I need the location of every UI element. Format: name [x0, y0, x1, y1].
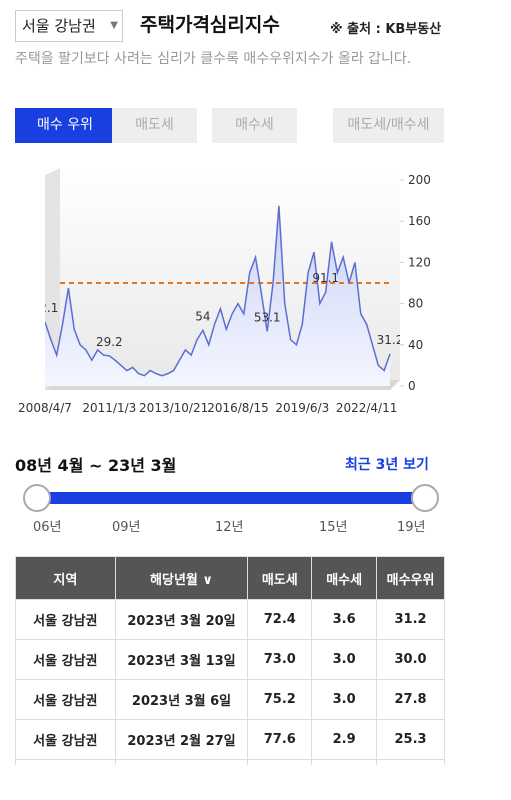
- x-tick-label: 2013/10/21: [139, 401, 208, 415]
- column-header: 매도세: [247, 556, 313, 600]
- table-cell: 27.8: [376, 679, 445, 720]
- slider-knob[interactable]: [23, 484, 51, 512]
- table-row: 서울 강남권 2023년 3월 13일 73.0 3.0 30.0: [15, 639, 445, 680]
- y-tick-label: 120: [408, 255, 431, 269]
- column-header[interactable]: 해당년월 ∨: [114, 556, 249, 600]
- table-cell: 3.0: [311, 679, 378, 720]
- table-cell: 77.6: [247, 719, 313, 760]
- line-area: [45, 205, 390, 386]
- slider-track: [37, 492, 425, 504]
- line: [45, 205, 391, 377]
- table-cell: [311, 759, 378, 765]
- slider-tick: 15년: [319, 520, 348, 535]
- value-label: 91.1: [312, 271, 339, 285]
- dropdown-arrow: ▼: [110, 20, 118, 31]
- tab[interactable]: 매수세: [212, 108, 297, 143]
- y-tick-label: 160: [408, 214, 431, 228]
- x-tick-label: 2016/8/15: [207, 401, 269, 415]
- column-header: 매수세: [311, 556, 378, 600]
- table-cell: 2023년 3월 20일: [114, 599, 249, 640]
- table-cell: 25.3: [376, 719, 445, 760]
- y-tick-label: 80: [408, 297, 423, 311]
- y-tick-label: 0: [408, 379, 416, 393]
- table-row: 서울 강남권 2023년 3월 20일 72.4 3.6 31.2: [15, 599, 445, 640]
- value-label: 53.1: [254, 310, 281, 324]
- table-cell: 72.4: [247, 599, 313, 640]
- table-cell: 2023년 2월 27일: [114, 719, 249, 760]
- y-tick-label: 40: [408, 338, 423, 352]
- slider-tick: 19년: [397, 520, 426, 535]
- table-cell: [114, 759, 249, 765]
- table-cell: 75.2: [247, 679, 313, 720]
- tab[interactable]: 매도세: [112, 108, 197, 143]
- x-tick-label: 2022/4/11: [336, 401, 398, 415]
- x-tick-label: 2011/1/3: [82, 401, 136, 415]
- column-header: 지역: [15, 556, 116, 600]
- value-label: 31.2: [377, 333, 404, 347]
- slider-tick: 12년: [215, 520, 244, 535]
- column-header: 매수우위: [376, 556, 445, 600]
- data-table: 지역 해당년월 ∨ 매도세 매수세 매수우위 서울 강남권 2023년 3월 20일 72.…: [15, 556, 445, 765]
- table-cell: [15, 759, 116, 765]
- table-cell: 3.6: [311, 599, 378, 640]
- x-tick-label: 2019/6/3: [275, 401, 329, 415]
- table-cell: 서울 강남권: [15, 719, 116, 760]
- table-cell: 73.0: [247, 639, 313, 680]
- source: ※ 출처 : KB부동산: [330, 22, 442, 37]
- value-label: 29.2: [96, 335, 123, 349]
- table-row: [15, 759, 445, 765]
- table-row: 서울 강남권 2023년 2월 27일 77.6 2.9 25.3: [15, 719, 445, 760]
- slider-tick: 09년: [112, 520, 141, 535]
- page-title: 주택가격심리지수: [140, 14, 280, 36]
- table-cell: [376, 759, 445, 765]
- table-cell: 31.2: [376, 599, 445, 640]
- table-cell: 2.9: [311, 719, 378, 760]
- table-cell: 2023년 3월 6일: [114, 679, 249, 720]
- recent-button[interactable]: 최근 3년 보기: [345, 457, 429, 473]
- table-cell: 서울 강남권: [15, 679, 116, 720]
- range-label: 08년 4월 ~ 23년 3월: [15, 456, 177, 475]
- table-cell: 2023년 3월 13일: [114, 639, 249, 680]
- value-label: 62.1: [32, 301, 59, 315]
- range-slider[interactable]: [0, 480, 460, 516]
- chart: 62.1 29.2 54 53.1 91.1 31.2 0 40 80 120 160 200 200…: [18, 168, 431, 415]
- description: 주택을 팔기보다 사려는 심리가 클수록 매수우위지수가 올라 갑니다.: [15, 51, 412, 67]
- table-cell: 서울 강남권: [15, 639, 116, 680]
- x-tick-label: 2008/4/7: [18, 401, 72, 415]
- y-tick-label: 200: [408, 173, 431, 187]
- value-label: 54: [195, 309, 210, 323]
- table-cell: 30.0: [376, 639, 445, 680]
- table-row: 서울 강남권 2023년 3월 6일 75.2 3.0 27.8: [15, 679, 445, 720]
- table-cell: 3.0: [311, 639, 378, 680]
- tab[interactable]: 매도세/매수세: [333, 108, 444, 143]
- region-select[interactable]: 서울 강남권 ▼: [15, 10, 123, 42]
- region-select-text: 서울 강남권: [22, 17, 96, 35]
- table-cell: 서울 강남권: [15, 599, 116, 640]
- slider-knob[interactable]: [411, 484, 439, 512]
- table-cell: [247, 759, 313, 765]
- tab[interactable]: 매수 우위: [15, 108, 115, 143]
- slider-tick: 06년: [33, 520, 62, 535]
